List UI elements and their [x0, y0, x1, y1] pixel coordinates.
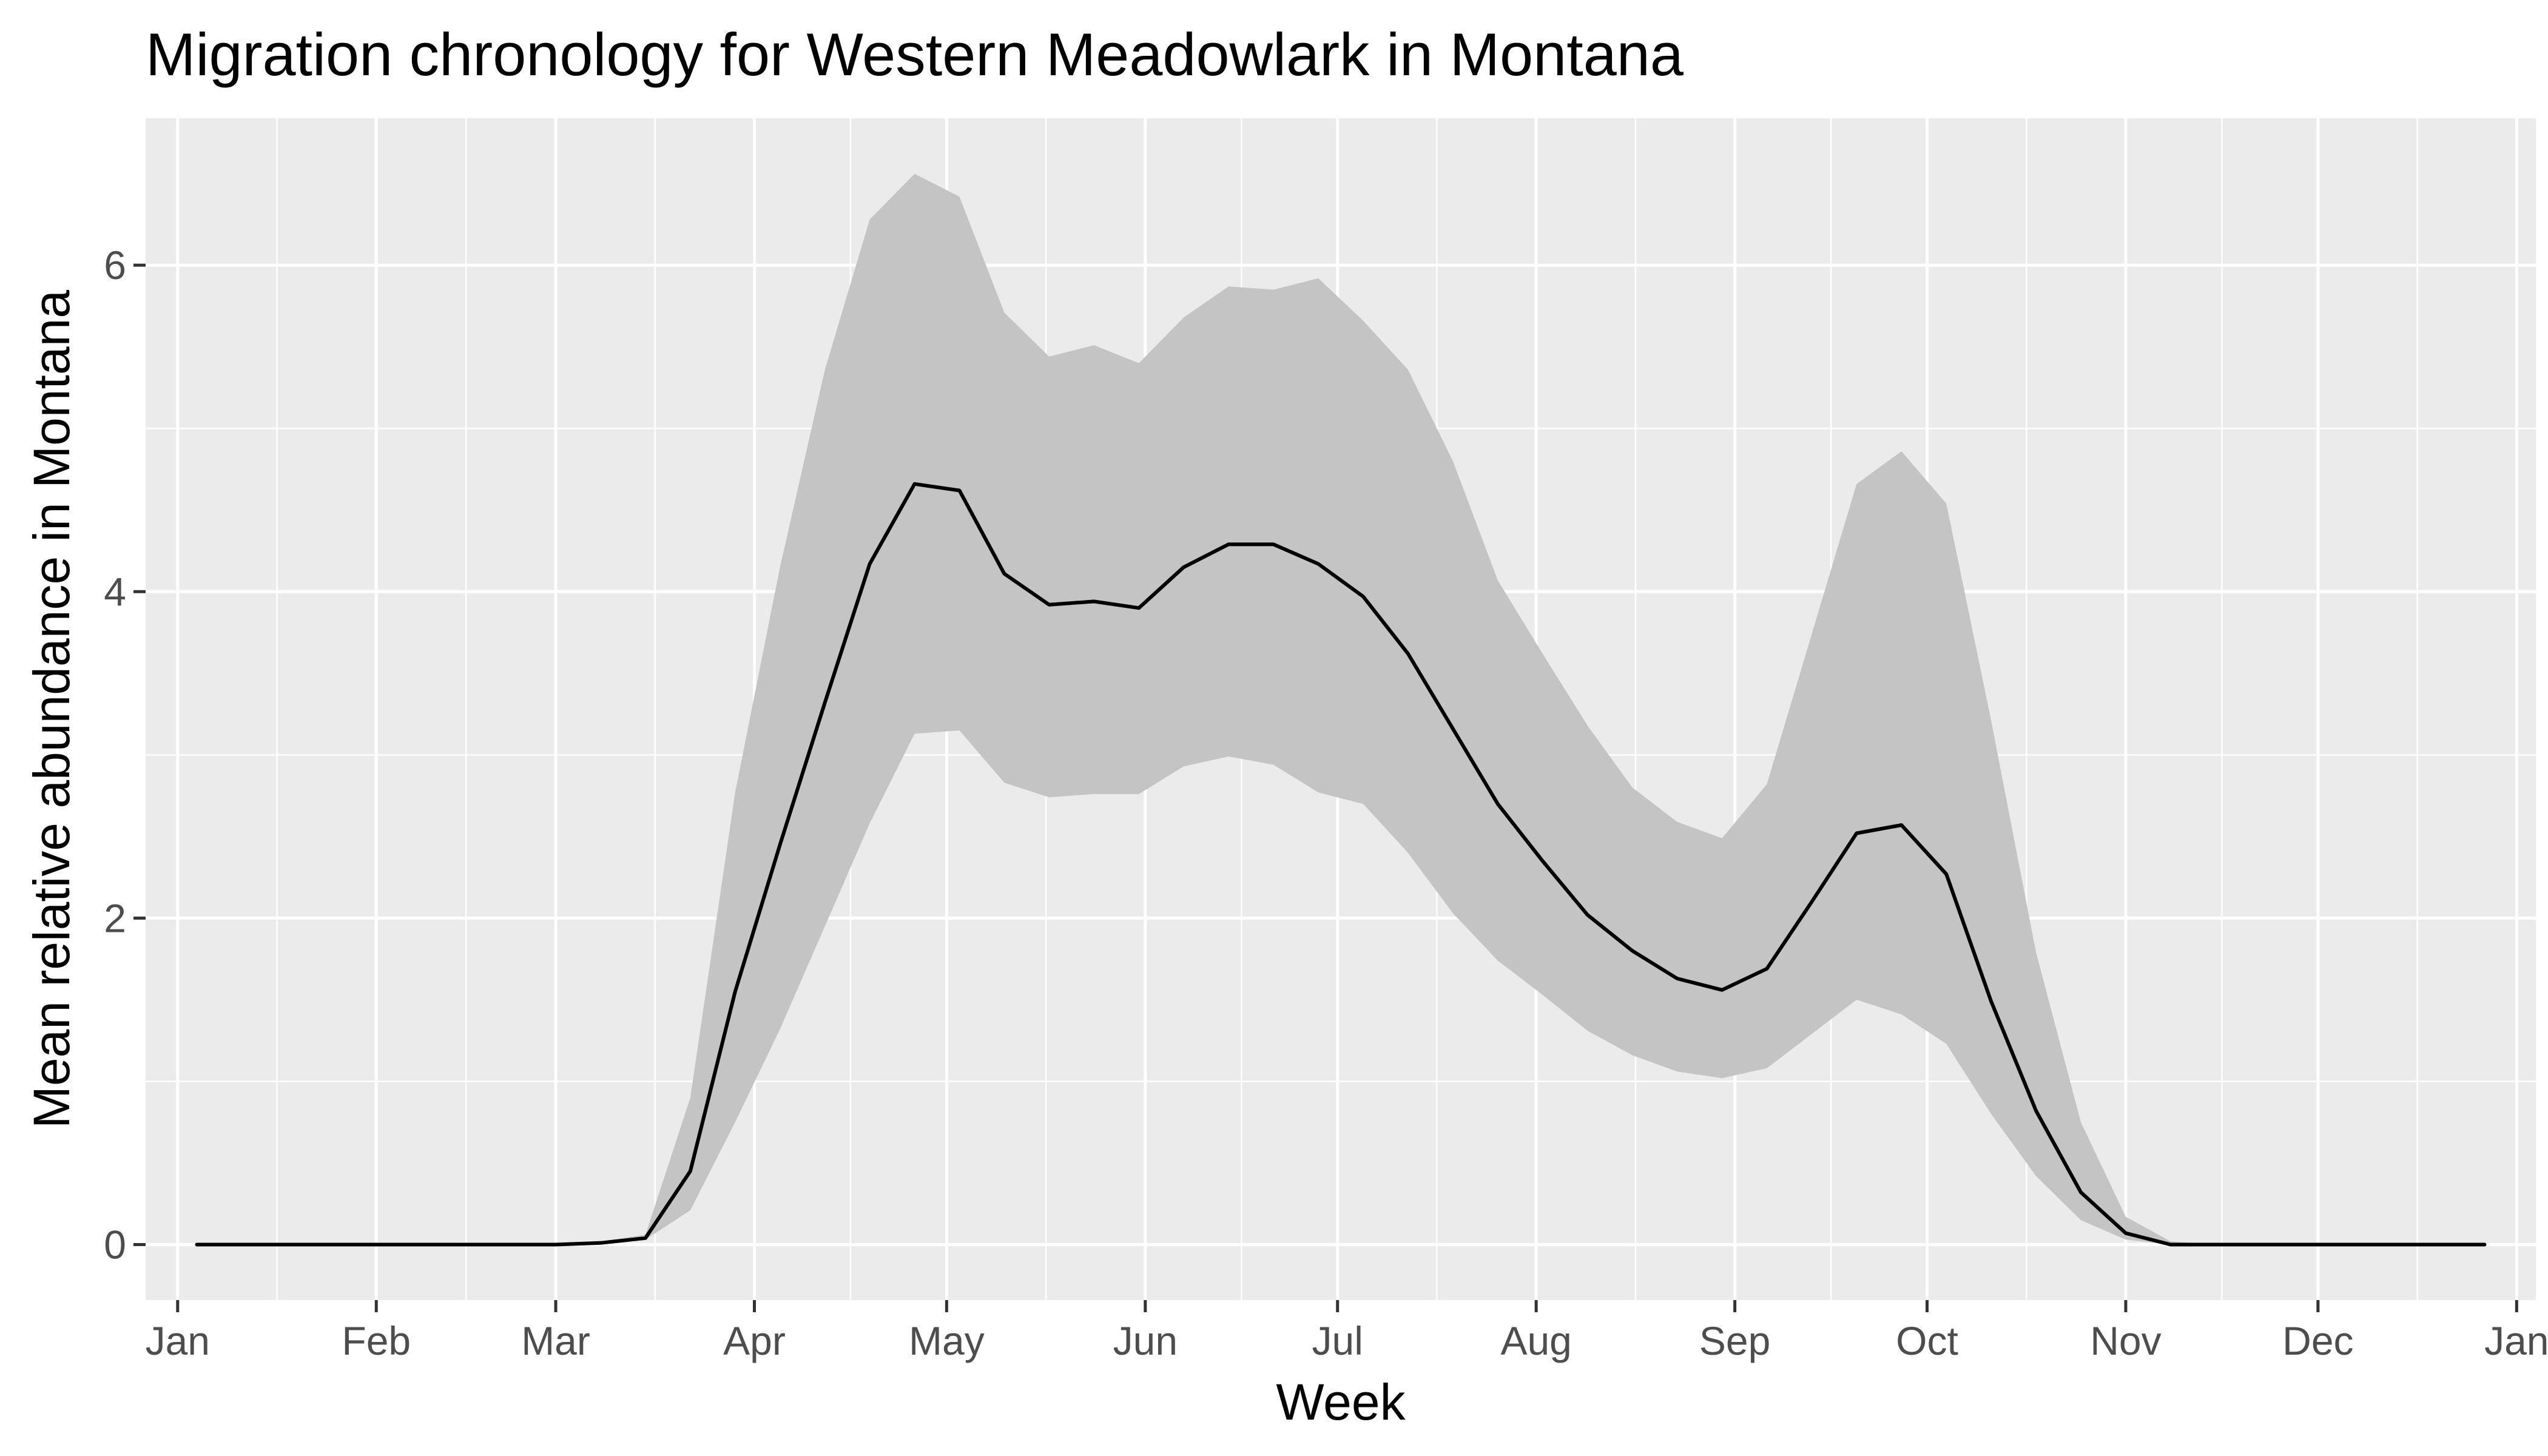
x-tick-label: Apr	[723, 1318, 786, 1363]
x-tick-label: Feb	[342, 1318, 411, 1363]
y-tick-label: 6	[104, 243, 126, 288]
x-tick-label: Jun	[1113, 1318, 1178, 1363]
y-tick-label: 4	[104, 569, 126, 614]
x-tick-label: Oct	[1896, 1318, 1958, 1363]
x-tick-label: Aug	[1500, 1318, 1571, 1363]
x-tick-label: May	[909, 1318, 985, 1363]
x-tick-label: Jul	[1312, 1318, 1363, 1363]
confidence-ribbon	[197, 174, 2485, 1245]
mean-abundance-line	[195, 482, 2487, 1247]
x-tick-label: Mar	[521, 1318, 590, 1363]
x-tick-label: Dec	[2282, 1318, 2353, 1363]
chart-title: Migration chronology for Western Meadowl…	[146, 21, 1684, 88]
x-tick-label: Jan	[146, 1318, 210, 1363]
y-tick-label: 2	[104, 895, 126, 940]
y-axis: 0 2 4 6	[104, 243, 146, 1267]
y-axis-title: Mean relative abundance in Montana	[23, 290, 80, 1129]
y-tick-label: 0	[104, 1222, 126, 1267]
x-tick-label: Jan	[2484, 1318, 2548, 1363]
x-axis: Jan Feb Mar Apr May Jun Jul Aug Sep Oct Nov Dec Jan	[146, 1300, 2548, 1363]
x-tick-label: Nov	[2090, 1318, 2161, 1363]
x-axis-title: Week	[1276, 1373, 1406, 1431]
x-tick-label: Sep	[1699, 1318, 1770, 1363]
